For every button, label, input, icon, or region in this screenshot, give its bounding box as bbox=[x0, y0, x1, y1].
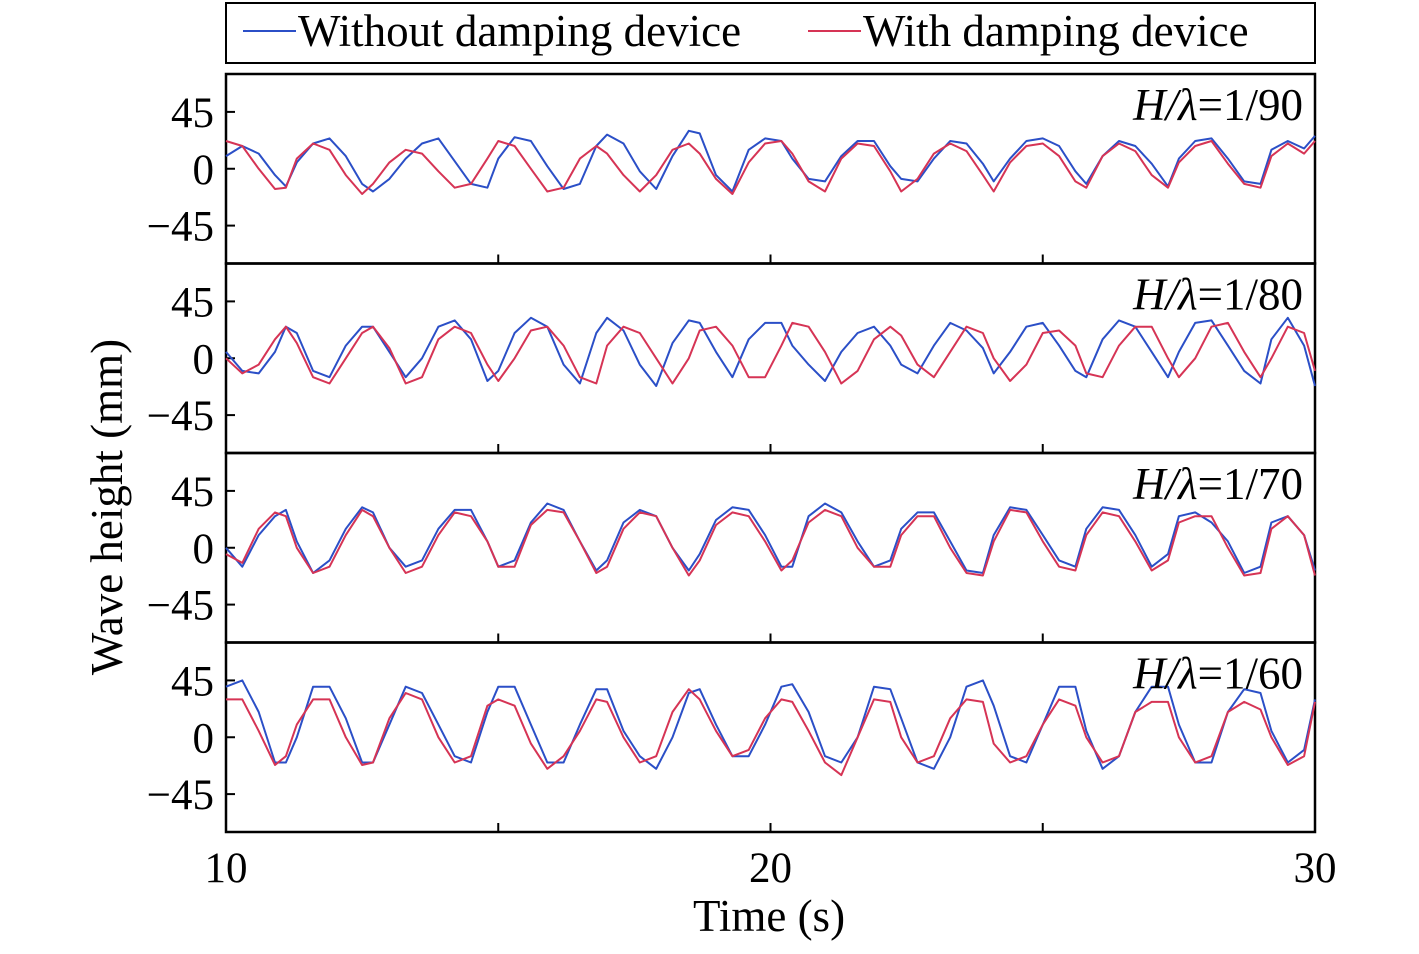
y-tick-label: −45 bbox=[147, 583, 214, 630]
panel-label-ratio: H/λ bbox=[1132, 80, 1198, 130]
y-axis-title: Wave height (mm) bbox=[82, 339, 132, 675]
y-tick-label: 0 bbox=[193, 526, 215, 573]
panels: 450−45H/λ=1/90450−45H/λ=1/80450−45H/λ=1/… bbox=[147, 72, 1317, 834]
legend-box bbox=[225, 2, 1316, 64]
y-tick-label: 45 bbox=[171, 279, 214, 326]
panel-label-ratio: H/λ bbox=[1132, 270, 1198, 320]
x-axis-title: Time (s) bbox=[693, 891, 845, 941]
y-tick-label: 45 bbox=[171, 469, 214, 516]
panel-label-ratio: H/λ bbox=[1132, 649, 1198, 699]
panel-2: 45 0 −45 H/λ=1/80 bbox=[147, 262, 1317, 455]
series-with-damping bbox=[225, 508, 1316, 577]
panel-label-ratio: H/λ bbox=[1132, 459, 1198, 509]
y-tick-label: 0 bbox=[193, 147, 215, 194]
y-tick-label: −45 bbox=[147, 393, 214, 440]
x-tick-label: 30 bbox=[1294, 845, 1337, 892]
series-without-damping bbox=[225, 502, 1316, 574]
series-with-damping bbox=[225, 321, 1316, 385]
panel-label: H/λ=1/80 bbox=[1132, 270, 1303, 320]
x-tick-labels: 10 20 30 bbox=[205, 845, 1337, 892]
series-with-damping bbox=[225, 140, 1316, 195]
y-tick-label: 0 bbox=[193, 715, 215, 762]
panel-1: 45 0 −45 H/λ=1/90 bbox=[147, 72, 1317, 265]
series-with-damping bbox=[226, 688, 1316, 777]
x-tick-label: 10 bbox=[205, 845, 248, 892]
panel-label: H/λ=1/90 bbox=[1132, 80, 1303, 130]
panel-3: 45 0 −45 H/λ=1/70 bbox=[147, 451, 1317, 644]
panel-label: H/λ=1/60 bbox=[1132, 649, 1303, 699]
series-without-damping bbox=[225, 679, 1316, 770]
series-without-damping bbox=[225, 316, 1316, 387]
panel-label: H/λ=1/70 bbox=[1132, 459, 1303, 509]
y-tick-label: 45 bbox=[171, 90, 214, 137]
y-tick-label: 0 bbox=[193, 336, 215, 383]
y-tick-label: −45 bbox=[147, 204, 214, 251]
panel-label-value: =1/70 bbox=[1198, 459, 1303, 509]
panel-4: 45 0 −45 H/λ=1/60 bbox=[147, 641, 1317, 834]
panel-label-value: =1/60 bbox=[1198, 649, 1303, 699]
y-tick-label: −45 bbox=[147, 772, 214, 819]
legend: Without damping device With damping devi… bbox=[225, 2, 1316, 64]
legend-label-without: Without damping device bbox=[298, 6, 741, 56]
legend-label-with: With damping device bbox=[863, 6, 1249, 56]
y-tick-label: 45 bbox=[171, 658, 214, 705]
panel-label-value: =1/90 bbox=[1198, 80, 1303, 130]
x-tick-label: 20 bbox=[749, 845, 792, 892]
panel-label-value: =1/80 bbox=[1198, 270, 1303, 320]
series-without-damping bbox=[225, 129, 1316, 193]
